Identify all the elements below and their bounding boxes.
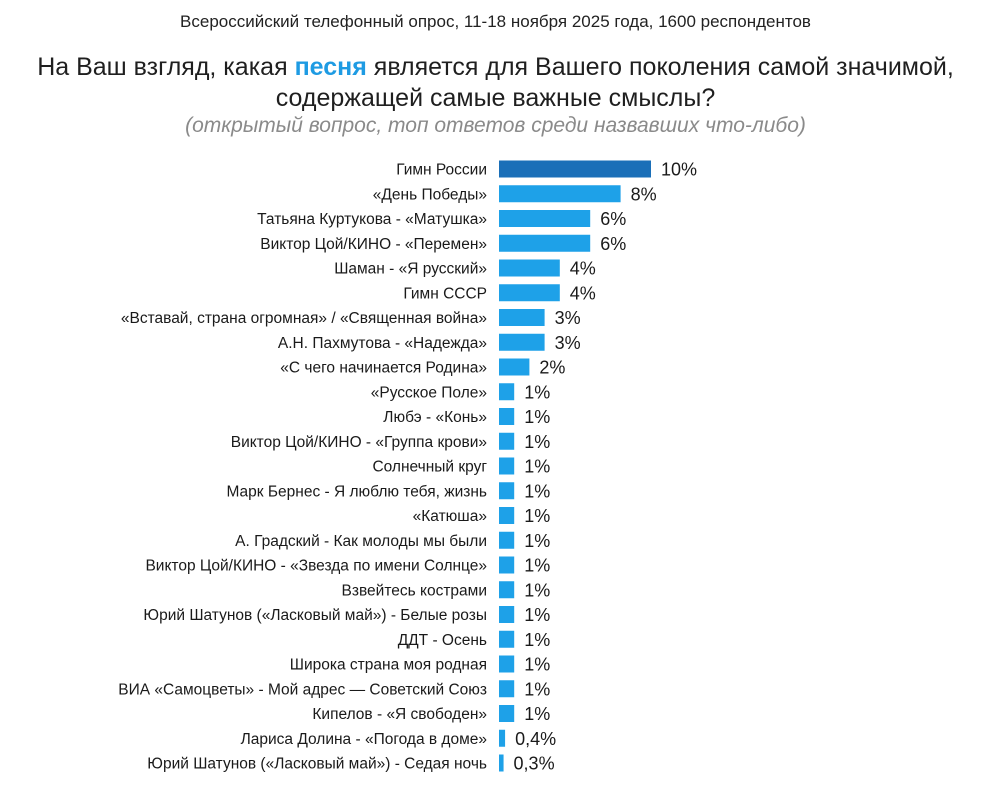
bar — [499, 606, 515, 623]
question-part-1: На Ваш взгляд, какая — [37, 53, 295, 81]
question-title: На Ваш взгляд, какая песня является для … — [0, 52, 991, 114]
category-label: Солнечный круг — [372, 459, 487, 476]
value-label: 6% — [600, 234, 626, 254]
category-label: Любэ - «Конь» — [383, 409, 487, 426]
bar — [499, 655, 515, 673]
bar — [499, 234, 591, 252]
value-label: 2% — [539, 358, 565, 378]
category-label: «День Победы» — [373, 186, 487, 203]
category-label: Взвейтесь кострами — [342, 582, 487, 599]
question-line-1: На Ваш взгляд, какая песня является для … — [0, 52, 991, 83]
category-label: «С чего начинается Родина» — [280, 360, 487, 377]
category-label: А. Градский - Как молоды мы были — [235, 533, 487, 550]
bar — [499, 581, 515, 599]
bar — [499, 358, 530, 376]
value-label: 4% — [570, 259, 596, 279]
value-label: 1% — [524, 382, 550, 402]
category-label: Виктор Цой/КИНО - «Звезда по имени Солнц… — [145, 558, 487, 575]
value-label: 6% — [600, 209, 626, 229]
bar — [499, 705, 515, 722]
bar — [499, 507, 515, 524]
value-label: 1% — [524, 556, 550, 576]
value-label: 1% — [524, 457, 550, 477]
bar — [499, 284, 560, 302]
category-label: Гимн СССР — [403, 285, 487, 302]
value-label: 8% — [631, 184, 657, 204]
bar — [499, 333, 545, 351]
bar-chart: Гимн России 10% «День Победы» 8% Татьяна Кур… — [118, 160, 697, 774]
value-label: 1% — [524, 580, 550, 600]
bar — [499, 309, 545, 326]
bar — [499, 531, 515, 549]
value-label: 1% — [524, 655, 550, 675]
value-label: 1% — [524, 704, 550, 724]
category-label: Татьяна Куртукова - «Матушка» — [257, 211, 487, 228]
value-label: 1% — [524, 531, 550, 551]
category-label: А.Н. Пахмутова - «Надежда» — [278, 335, 487, 352]
question-line-2: содержащей самые важные смыслы? — [275, 84, 716, 112]
bar — [499, 630, 515, 648]
bar — [499, 160, 651, 178]
category-label: Лариса Долина - «Погода в доме» — [241, 731, 487, 748]
category-label: «Вставай, страна огромная» / «Священная … — [121, 310, 487, 327]
bar — [499, 210, 591, 227]
category-label: Шаман - «Я русский» — [334, 261, 487, 278]
category-label: «Русское Поле» — [371, 384, 487, 401]
value-label: 3% — [555, 333, 581, 353]
bar — [499, 729, 506, 747]
question-highlight-word: песня — [294, 53, 367, 81]
value-label: 10% — [661, 160, 697, 180]
category-label: Юрий Шатунов («Ласковый май») - Седая но… — [147, 756, 487, 773]
category-label: ДДТ - Осень — [398, 632, 487, 649]
value-label: 1% — [524, 630, 550, 650]
question-part-2: является для Вашего поколения самой знач… — [366, 53, 954, 81]
category-label: Широка страна моя родная — [290, 657, 487, 674]
category-label: «Катюша» — [413, 508, 487, 525]
value-label: 1% — [524, 679, 550, 699]
category-label: Виктор Цой/КИНО - «Группа крови» — [231, 434, 487, 451]
bar — [499, 185, 621, 203]
bar — [499, 556, 515, 574]
value-label: 1% — [524, 605, 550, 625]
category-label: Юрий Шатунов («Ласковый май») - Белые ро… — [143, 607, 487, 624]
bar — [499, 482, 515, 500]
value-label: 1% — [524, 407, 550, 427]
value-label: 0,3% — [514, 754, 555, 774]
bar — [499, 383, 515, 401]
category-label: Гимн России — [396, 162, 487, 179]
bar — [499, 754, 504, 772]
category-label: Кипелов - «Я свободен» — [312, 706, 487, 723]
question-note: (открытый вопрос, топ ответов среди назв… — [185, 114, 806, 137]
bar — [499, 408, 515, 425]
value-label: 0,4% — [515, 729, 556, 749]
category-label: Марк Бернес - Я люблю тебя, жизнь — [226, 483, 487, 500]
bar — [499, 457, 515, 475]
value-label: 3% — [555, 308, 581, 328]
value-label: 4% — [570, 283, 596, 303]
value-label: 1% — [524, 432, 550, 452]
category-label: ВИА «Самоцветы» - Мой адрес — Советский … — [118, 681, 487, 698]
category-label: Виктор Цой/КИНО - «Перемен» — [260, 236, 487, 253]
bar — [499, 432, 515, 450]
survey-caption: Всероссийский телефонный опрос, 11-18 но… — [180, 12, 811, 31]
value-label: 1% — [524, 506, 550, 526]
value-label: 1% — [524, 481, 550, 501]
bar — [499, 259, 560, 277]
bar — [499, 680, 515, 698]
